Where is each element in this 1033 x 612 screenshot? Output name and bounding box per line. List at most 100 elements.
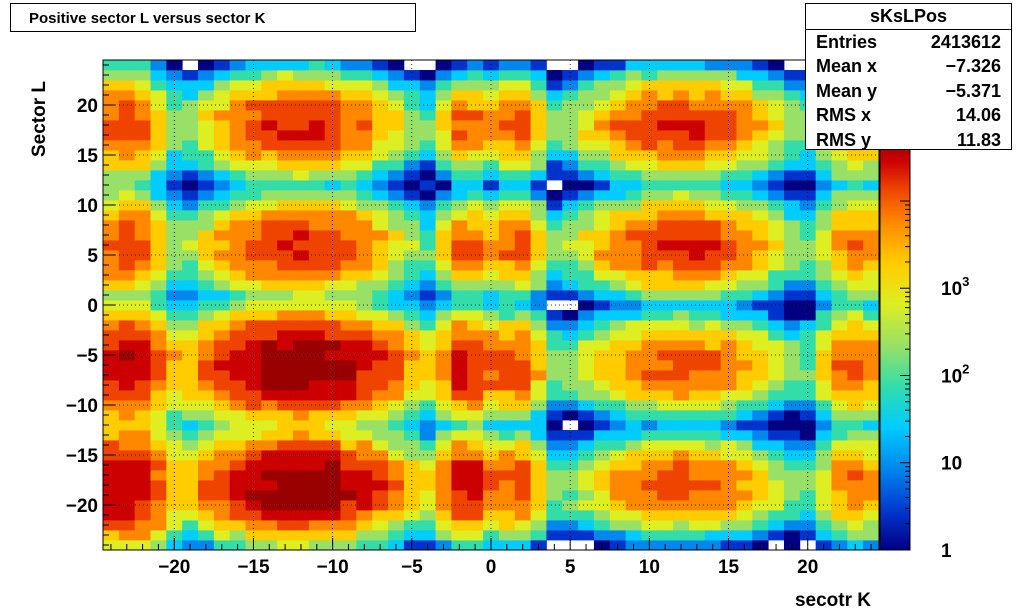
heatmap-cell xyxy=(768,220,785,231)
heatmap-cell xyxy=(562,290,579,301)
heatmap-cell xyxy=(546,330,563,341)
heatmap-cell xyxy=(118,90,136,101)
heatmap-cell xyxy=(815,330,832,341)
heatmap-cell xyxy=(831,220,848,231)
heatmap-cell xyxy=(403,490,421,501)
heatmap-cell xyxy=(752,220,769,231)
heatmap-cell xyxy=(419,340,436,351)
heatmap-cell xyxy=(673,410,690,421)
heatmap-cell xyxy=(134,470,151,481)
heatmap-cell xyxy=(245,390,262,401)
heatmap-cell xyxy=(166,380,183,391)
heatmap-cell xyxy=(498,70,516,81)
x-tick-label: −20 xyxy=(158,557,190,578)
heatmap-cell xyxy=(324,420,341,431)
heatmap-cell xyxy=(419,110,436,121)
heatmap-cell xyxy=(783,510,801,521)
heatmap-cell xyxy=(308,360,326,371)
heatmap-cell xyxy=(340,460,357,471)
heatmap-cell xyxy=(467,190,484,201)
heatmap-cell xyxy=(736,510,753,521)
heatmap-cell xyxy=(403,180,421,191)
heatmap-cell xyxy=(783,150,801,161)
grid-lines xyxy=(103,60,879,550)
heatmap-cell xyxy=(752,110,769,121)
heatmap-cell xyxy=(546,430,563,441)
heatmap-cell xyxy=(688,150,706,161)
heatmap-cell xyxy=(546,150,563,161)
heatmap-cell xyxy=(720,360,737,371)
heatmap-cell xyxy=(103,330,120,341)
heatmap-cell xyxy=(752,310,769,321)
heatmap-cell xyxy=(847,430,864,441)
heatmap-cell xyxy=(657,200,674,211)
heatmap-cell xyxy=(673,330,690,341)
heatmap-cell xyxy=(277,230,294,241)
heatmap-cell xyxy=(562,510,579,521)
heatmap-cell xyxy=(261,310,278,321)
heatmap-cell xyxy=(467,390,484,401)
heatmap-cell xyxy=(688,270,706,281)
heatmap-cell xyxy=(514,370,531,381)
heatmap-cell xyxy=(768,330,785,341)
heatmap-cell xyxy=(641,490,658,501)
heatmap-cell xyxy=(625,220,642,231)
heatmap-cell xyxy=(530,210,547,221)
heatmap-cell xyxy=(245,460,262,471)
heatmap-cell xyxy=(166,460,183,471)
heatmap-cell xyxy=(483,390,500,401)
heatmap-cell xyxy=(198,300,215,311)
heatmap-cell xyxy=(562,170,579,181)
heatmap-cell xyxy=(293,90,310,101)
heatmap-cell xyxy=(736,210,753,221)
heatmap-cell xyxy=(752,340,769,351)
heatmap-cell xyxy=(245,130,262,141)
heatmap-cell xyxy=(815,190,832,201)
heatmap-cell xyxy=(134,120,151,131)
heatmap-cell xyxy=(562,390,579,401)
heatmap-cell xyxy=(467,140,484,151)
heatmap-cell xyxy=(593,240,611,251)
heatmap-cell xyxy=(799,260,817,271)
heatmap-cell xyxy=(752,130,769,141)
heatmap-cell xyxy=(356,230,373,241)
heatmap-cell xyxy=(388,140,405,151)
heatmap-cell xyxy=(736,460,753,471)
heatmap-cell xyxy=(293,400,310,411)
heatmap-cell xyxy=(150,90,167,101)
heatmap-cell xyxy=(831,520,848,531)
heatmap-cell xyxy=(372,270,389,281)
heatmap-cell xyxy=(831,320,848,331)
heatmap-cell xyxy=(103,320,120,331)
heatmap-cell xyxy=(308,140,326,151)
heatmap-cell xyxy=(720,520,737,531)
heatmap-cell xyxy=(277,410,294,421)
heatmap-cell xyxy=(388,220,405,231)
heatmap-cell xyxy=(182,330,199,341)
heatmap-cell xyxy=(609,390,627,401)
heatmap-cell xyxy=(356,470,373,481)
heatmap-cell xyxy=(736,490,753,501)
heatmap-cell xyxy=(134,460,151,471)
heatmap-cell xyxy=(625,270,642,281)
heatmap-cell xyxy=(768,290,785,301)
heatmap-cell xyxy=(372,360,389,371)
heatmap-cell xyxy=(182,300,199,311)
heatmap-cell xyxy=(720,410,737,421)
heatmap-cell xyxy=(736,290,753,301)
heatmap-cell xyxy=(593,400,611,411)
heatmap-cell xyxy=(704,160,722,171)
heatmap-cell xyxy=(340,430,357,441)
heatmap-cell xyxy=(831,470,848,481)
heatmap-cell xyxy=(372,70,389,81)
heatmap-cell xyxy=(783,260,801,271)
heatmap-cell xyxy=(831,260,848,271)
heatmap-cell xyxy=(340,310,357,321)
heatmap-cell xyxy=(863,160,880,171)
heatmap-cell xyxy=(562,430,579,441)
heatmap-cell xyxy=(150,210,167,221)
heatmap-cell xyxy=(308,160,326,171)
heatmap-cell xyxy=(593,270,611,281)
heatmap-cell xyxy=(562,340,579,351)
heatmap-cell xyxy=(641,280,658,291)
